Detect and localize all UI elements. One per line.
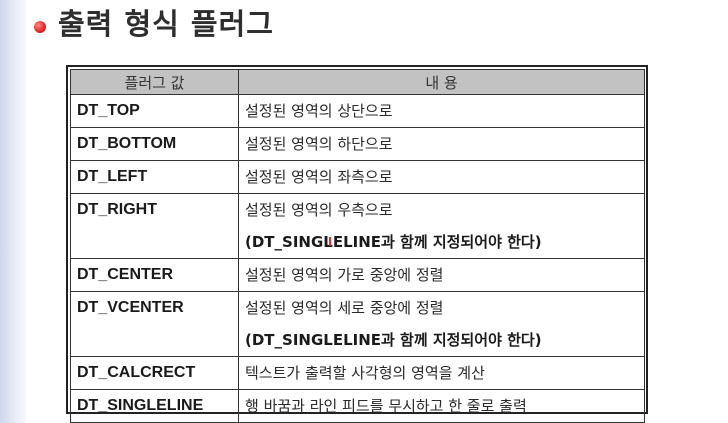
table-row: DT_CENTER 설정된 영역의 가로 중앙에 정렬 — [70, 258, 645, 292]
description-line: 설정된 영역의 하단으로 — [245, 135, 393, 153]
description-line: 행 바꿈과 라인 피드를 무시하고 한 줄로 출력 — [245, 397, 527, 415]
flag-name: DT_RIGHT — [77, 201, 157, 218]
flag-cell: DT_LEFT — [70, 160, 239, 194]
description-cell: 설정된 영역의 하단으로 — [238, 127, 645, 161]
slide-title: 출력 형식 플러그 — [58, 7, 274, 41]
description-line: 설정된 영역의 상단으로 — [245, 102, 393, 120]
flag-cell: DT_VCENTER — [70, 291, 239, 357]
flag-cell: DT_BOTTOM — [70, 127, 239, 161]
description-note-line: (DT_SINGLELINE과 함께 지정되어야 한다) — [245, 331, 542, 349]
description-line: 설정된 영역의 가로 중앙에 정렬 — [245, 266, 444, 284]
flag-name: DT_CENTER — [77, 266, 174, 283]
table-row: DT_BOTTOM 설정된 영역의 하단으로 — [70, 127, 645, 161]
description-cell: 설정된 영역의 가로 중앙에 정렬 — [238, 258, 645, 292]
flag-name: DT_SINGLELINE — [77, 397, 204, 414]
description-cell: 설정된 영역의 좌측으로 — [238, 160, 645, 194]
flag-cell: DT_CENTER — [70, 258, 239, 292]
text-cursor-mark — [329, 237, 331, 246]
slide-left-band — [0, 0, 26, 423]
flag-cell: DT_TOP — [70, 94, 239, 128]
description-cell: 설정된 영역의 세로 중앙에 정렬 (DT_SINGLELINE과 함께 지정되… — [238, 291, 645, 357]
table-row: DT_TOP 설정된 영역의 상단으로 — [70, 94, 645, 128]
flag-name: DT_VCENTER — [77, 299, 184, 316]
description-cell: 설정된 영역의 상단으로 — [238, 94, 645, 128]
description-cell: 행 바꿈과 라인 피드를 무시하고 한 줄로 출력 — [238, 389, 645, 423]
table-header-row: 플러그 값 내 용 — [70, 69, 645, 95]
flag-name: DT_CALCRECT — [77, 364, 196, 381]
description-line: 설정된 영역의 좌측으로 — [245, 168, 393, 186]
header-flag-value: 플러그 값 — [70, 69, 239, 95]
flag-cell: DT_CALCRECT — [70, 356, 239, 390]
description-note-line: (DT_SINGLELINE과 함께 지정되어야 한다) — [245, 233, 542, 251]
table-row: DT_LEFT 설정된 영역의 좌측으로 — [70, 160, 645, 194]
description-line: 설정된 영역의 세로 중앙에 정렬 — [245, 299, 444, 317]
flag-name: DT_BOTTOM — [77, 135, 177, 152]
flags-table: 플러그 값 내 용 DT_TOP 설정된 영역의 상단으로 DT_BOTTOM … — [70, 69, 645, 423]
header-description: 내 용 — [238, 69, 645, 95]
red-bullet-icon — [34, 21, 46, 33]
description-line: 텍스트가 출력할 사각형의 영역을 계산 — [245, 364, 485, 382]
table-row: DT_SINGLELINE 행 바꿈과 라인 피드를 무시하고 한 줄로 출력 — [70, 389, 645, 423]
flag-cell: DT_RIGHT — [70, 193, 239, 259]
table-row: DT_CALCRECT 텍스트가 출력할 사각형의 영역을 계산 — [70, 356, 645, 390]
flag-cell: DT_SINGLELINE — [70, 389, 239, 423]
description-cell: 텍스트가 출력할 사각형의 영역을 계산 — [238, 356, 645, 390]
flag-name: DT_LEFT — [77, 168, 148, 185]
description-line: 설정된 영역의 우측으로 — [245, 201, 393, 219]
table-row: DT_VCENTER 설정된 영역의 세로 중앙에 정렬 (DT_SINGLEL… — [70, 291, 645, 357]
description-cell: 설정된 영역의 우측으로 (DT_SINGLELINE과 함께 지정되어야 한다… — [238, 193, 645, 259]
flag-name: DT_TOP — [77, 102, 140, 119]
table-row: DT_RIGHT 설정된 영역의 우측으로 (DT_SINGLELINE과 함께… — [70, 193, 645, 259]
